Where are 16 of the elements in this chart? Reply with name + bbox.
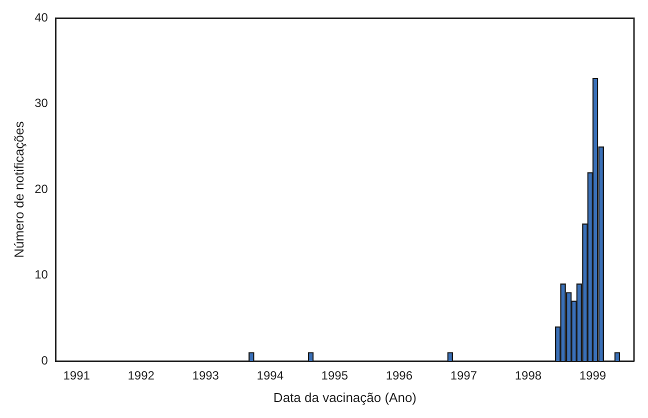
y-tick-label: 40 [34, 10, 48, 25]
x-axis-title: Data da vacinação (Ano) [273, 390, 417, 405]
x-tick-label: 1993 [192, 368, 220, 383]
y-axis-title: Número de notificações [11, 120, 26, 258]
x-tick-label: 1997 [450, 368, 478, 383]
x-tick-label: 1992 [128, 368, 155, 383]
y-tick-label: 10 [34, 268, 48, 282]
y-tick-label: 30 [34, 96, 48, 110]
x-tick-label: 1998 [514, 368, 542, 383]
y-tick-label: 20 [34, 182, 48, 196]
x-tick-label: 1996 [386, 368, 413, 383]
x-tick-label: 1995 [321, 368, 348, 383]
x-tick-label: 1999 [579, 368, 606, 383]
x-tick-label: 1991 [63, 368, 90, 383]
y-tick-label: 0 [41, 353, 48, 368]
x-tick-label: 1994 [256, 368, 284, 383]
